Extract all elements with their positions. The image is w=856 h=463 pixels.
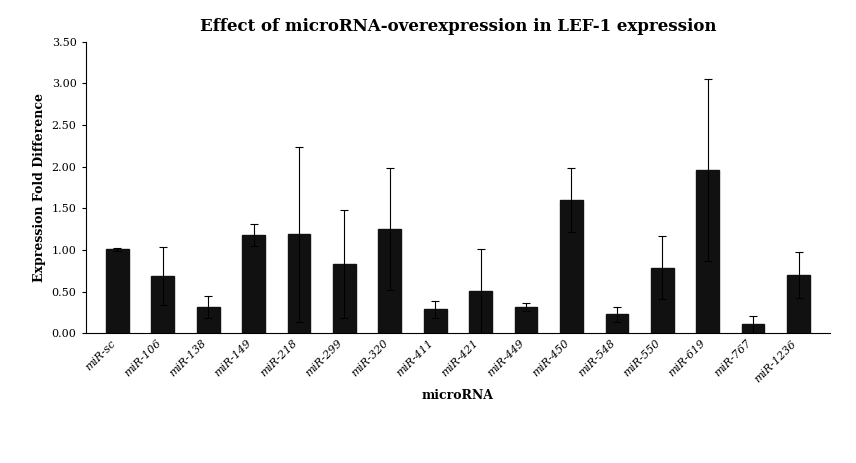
- Bar: [605, 314, 628, 333]
- Bar: [514, 307, 538, 333]
- Title: Effect of microRNA-overexpression in LEF-1 expression: Effect of microRNA-overexpression in LEF…: [199, 18, 716, 35]
- Y-axis label: Expression Fold Difference: Expression Fold Difference: [33, 93, 46, 282]
- Bar: [697, 170, 719, 333]
- Bar: [378, 229, 401, 333]
- Bar: [424, 309, 447, 333]
- Bar: [469, 291, 492, 333]
- X-axis label: microRNA: microRNA: [422, 389, 494, 402]
- Bar: [242, 235, 265, 333]
- Bar: [788, 275, 810, 333]
- Bar: [288, 234, 311, 333]
- Bar: [651, 268, 674, 333]
- Bar: [333, 264, 356, 333]
- Bar: [560, 200, 583, 333]
- Bar: [197, 307, 219, 333]
- Bar: [106, 249, 128, 333]
- Bar: [152, 276, 174, 333]
- Bar: [742, 324, 764, 333]
